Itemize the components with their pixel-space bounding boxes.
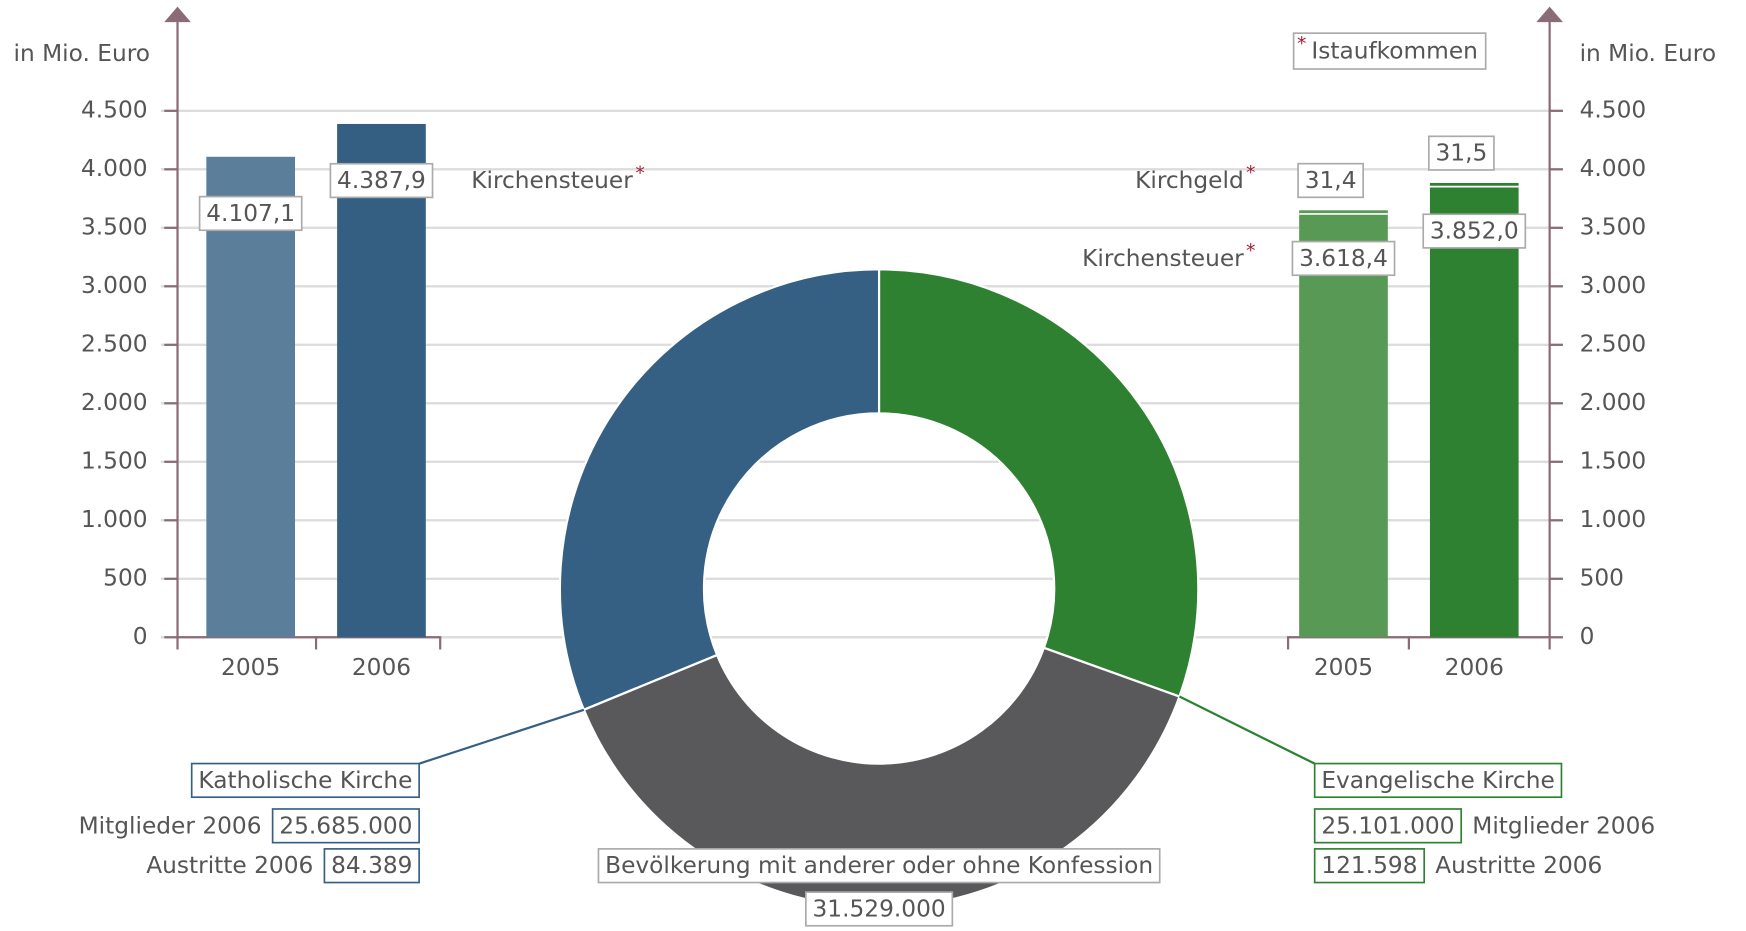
value-label: 3.618,4 bbox=[1299, 245, 1388, 272]
y-tick-label: 2.000 bbox=[1580, 389, 1647, 416]
bar bbox=[337, 123, 426, 638]
x-tick-label: 2005 bbox=[221, 654, 280, 681]
label-box bbox=[1422, 213, 1527, 249]
x-tick-label: 2006 bbox=[352, 654, 411, 681]
asterisk: * bbox=[635, 163, 644, 184]
y-tick-label: 1.000 bbox=[1580, 506, 1647, 533]
members-value: 25.101.000 bbox=[1321, 812, 1454, 839]
label-box bbox=[805, 891, 954, 927]
label-box bbox=[198, 195, 303, 232]
series-label: Kirchensteuer bbox=[1082, 245, 1244, 272]
y-tick-label: 2.000 bbox=[81, 389, 148, 416]
asterisk: * bbox=[1246, 163, 1255, 184]
bar-segment bbox=[1429, 182, 1519, 187]
y-tick-label: 0 bbox=[1580, 623, 1595, 650]
y-tick-label: 3.500 bbox=[81, 213, 148, 240]
series-label: Kirchensteuer bbox=[471, 167, 633, 194]
label-box bbox=[271, 808, 420, 844]
y-tick-label: 2.500 bbox=[81, 330, 148, 357]
label-box bbox=[1291, 240, 1396, 277]
y-tick-label: 1.500 bbox=[1580, 447, 1647, 474]
donut-slice bbox=[558, 268, 881, 712]
bar-segment bbox=[1299, 210, 1388, 214]
exits-label: Austritte 2006 bbox=[1435, 852, 1602, 879]
asterisk: * bbox=[1297, 34, 1306, 55]
axis-arrow bbox=[1536, 6, 1563, 23]
category-label: Bevölkerung mit anderer oder ohne Konfes… bbox=[605, 852, 1153, 879]
y-tick-label: 4.500 bbox=[81, 96, 148, 123]
axis-arrow bbox=[164, 6, 191, 23]
legend-box bbox=[1292, 32, 1487, 70]
value-label: 4.387,9 bbox=[337, 167, 426, 194]
value-label: 4.107,1 bbox=[206, 200, 295, 227]
members-label: Mitglieder 2006 bbox=[1472, 812, 1655, 839]
exits-value: 121.598 bbox=[1321, 852, 1417, 879]
y-tick-label: 3.000 bbox=[1580, 272, 1647, 299]
label-box bbox=[323, 848, 420, 884]
label-box bbox=[1313, 808, 1463, 844]
x-tick-label: 2006 bbox=[1445, 654, 1504, 681]
leader-line bbox=[418, 708, 585, 765]
y-tick-label: 4.000 bbox=[81, 155, 148, 182]
label-box bbox=[1313, 762, 1563, 799]
series-label: Kirchgeld bbox=[1135, 167, 1244, 194]
y-tick-label: 3.000 bbox=[81, 272, 148, 299]
label-box bbox=[190, 762, 420, 799]
category-label: Evangelische Kirche bbox=[1321, 767, 1554, 794]
x-tick-label: 2005 bbox=[1314, 654, 1373, 681]
y-tick-label: 4.000 bbox=[1580, 155, 1647, 182]
bar-segment bbox=[1299, 213, 1388, 638]
axis-title: in Mio. Euro bbox=[13, 40, 150, 67]
bar bbox=[206, 156, 296, 638]
y-tick-label: 1.000 bbox=[81, 506, 148, 533]
label-box bbox=[329, 162, 434, 199]
category-label: Katholische Kirche bbox=[198, 767, 412, 794]
exits-label: Austritte 2006 bbox=[146, 852, 313, 879]
label-box bbox=[1297, 162, 1364, 199]
y-tick-label: 1.500 bbox=[81, 447, 148, 474]
label-box bbox=[597, 848, 1161, 884]
legend-text: Istaufkommen bbox=[1311, 38, 1478, 65]
y-tick-label: 2.500 bbox=[1580, 330, 1647, 357]
label-box bbox=[1313, 848, 1426, 884]
value-label: 31,5 bbox=[1435, 140, 1487, 167]
asterisk: * bbox=[1246, 241, 1255, 262]
leader-line bbox=[1178, 695, 1316, 765]
y-tick-label: 500 bbox=[1580, 564, 1624, 591]
y-tick-label: 0 bbox=[133, 623, 148, 650]
value-label: 31,4 bbox=[1305, 167, 1357, 194]
members-label: Mitglieder 2006 bbox=[79, 812, 262, 839]
donut-slice bbox=[877, 268, 1200, 698]
members-value: 25.685.000 bbox=[279, 812, 412, 839]
y-tick-label: 4.500 bbox=[1580, 96, 1647, 123]
exits-value: 84.389 bbox=[331, 852, 412, 879]
label-box bbox=[1427, 135, 1495, 171]
y-tick-label: 500 bbox=[103, 564, 147, 591]
members-value: 31.529.000 bbox=[812, 895, 945, 922]
axis-title: in Mio. Euro bbox=[1580, 40, 1717, 67]
y-tick-label: 3.500 bbox=[1580, 213, 1647, 240]
bar-segment bbox=[1429, 186, 1519, 638]
value-label: 3.852,0 bbox=[1430, 218, 1519, 245]
